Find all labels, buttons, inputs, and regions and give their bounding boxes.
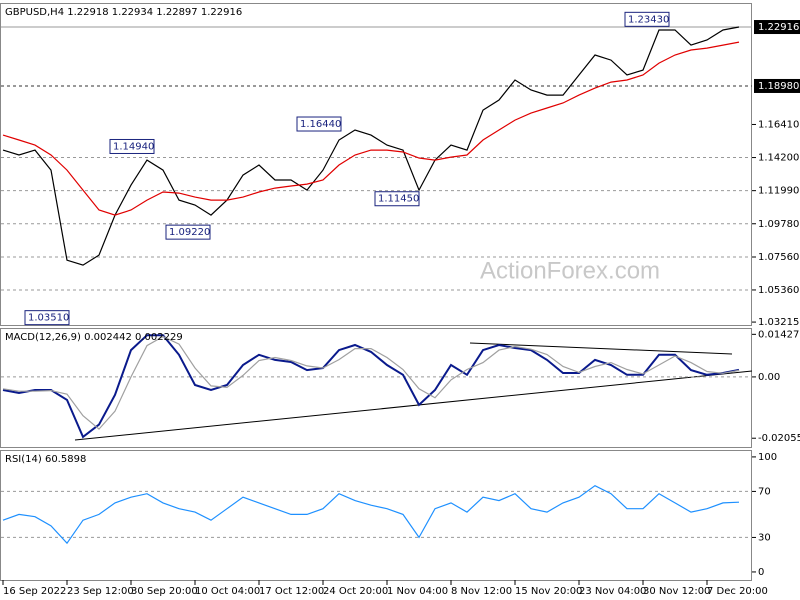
price-box — [754, 20, 800, 35]
annotation-label: 1.23430 — [628, 14, 669, 25]
x-tick-label: 1 Nov 04:00 — [387, 586, 448, 597]
series-line — [2, 334, 740, 439]
annotation-box — [624, 11, 670, 27]
annotation-box — [165, 224, 211, 240]
y-tick-label: 0.014278 — [758, 329, 800, 340]
main-panel — [0, 3, 752, 326]
x-tick-label: 10 Oct 04:00 — [195, 586, 260, 597]
price-line-label: 1.18980 — [758, 81, 799, 92]
y-tick-label: 1.14200 — [758, 153, 799, 164]
annotation-label: 1.14940 — [113, 141, 154, 152]
x-tick-label: 23 Nov 04:00 — [579, 586, 646, 597]
x-tick-label: 24 Oct 20:00 — [323, 586, 388, 597]
x-tick-label: 8 Nov 12:00 — [451, 586, 512, 597]
panel-title: MACD(12,26,9) 0.002442 0.002229 — [5, 332, 183, 343]
panel-title: GBPUSD,H4 1.22918 1.22934 1.22897 1.2291… — [5, 7, 242, 18]
annotation-label: 1.09220 — [169, 227, 210, 238]
macd-panel — [0, 328, 752, 448]
x-tick-label: 30 Nov 12:00 — [643, 586, 710, 597]
trendline — [469, 342, 733, 355]
annotation-box — [24, 310, 70, 326]
x-tick-label: 15 Nov 20:00 — [515, 586, 582, 597]
price-box — [754, 78, 800, 93]
price-line-label: 1.22916 — [758, 22, 799, 33]
y-tick-label: -0.020556 — [758, 433, 800, 444]
annotation-box — [296, 116, 342, 132]
y-tick-label: 1.07560 — [758, 252, 799, 263]
y-tick-label: 1.11990 — [758, 186, 799, 197]
series-line — [2, 26, 740, 266]
annotation-box — [374, 191, 420, 207]
panel-title: RSI(14) 60.5898 — [5, 454, 86, 465]
y-tick-label: 1.09780 — [758, 219, 799, 230]
x-tick-label: 30 Sep 20:00 — [131, 586, 198, 597]
y-tick-label: 0 — [758, 567, 764, 578]
y-tick-label: 0.00 — [758, 372, 780, 383]
rsi-panel — [0, 450, 752, 581]
y-tick-label: 1.05360 — [758, 285, 799, 296]
y-tick-label: 100 — [758, 452, 777, 463]
x-tick-label: 16 Sep 2022 — [3, 586, 66, 597]
annotation-box — [109, 138, 155, 154]
x-tick-label: 17 Oct 12:00 — [259, 586, 324, 597]
annotation-label: 1.03510 — [28, 313, 69, 324]
y-tick-label: 1.03215 — [758, 317, 799, 328]
x-tick-label: 23 Sep 12:00 — [67, 586, 134, 597]
y-tick-label: 1.16410 — [758, 119, 799, 130]
series-line — [2, 41, 740, 216]
y-tick-label: 30 — [758, 532, 771, 543]
series-line — [2, 485, 740, 545]
annotation-label: 1.16440 — [300, 119, 341, 130]
trendline — [74, 370, 753, 441]
series-line — [2, 335, 740, 430]
annotation-label: 1.11450 — [378, 194, 419, 205]
x-tick-label: 7 Dec 20:00 — [707, 586, 768, 597]
watermark: ActionForex.com — [480, 257, 660, 284]
y-tick-label: 70 — [758, 486, 771, 497]
